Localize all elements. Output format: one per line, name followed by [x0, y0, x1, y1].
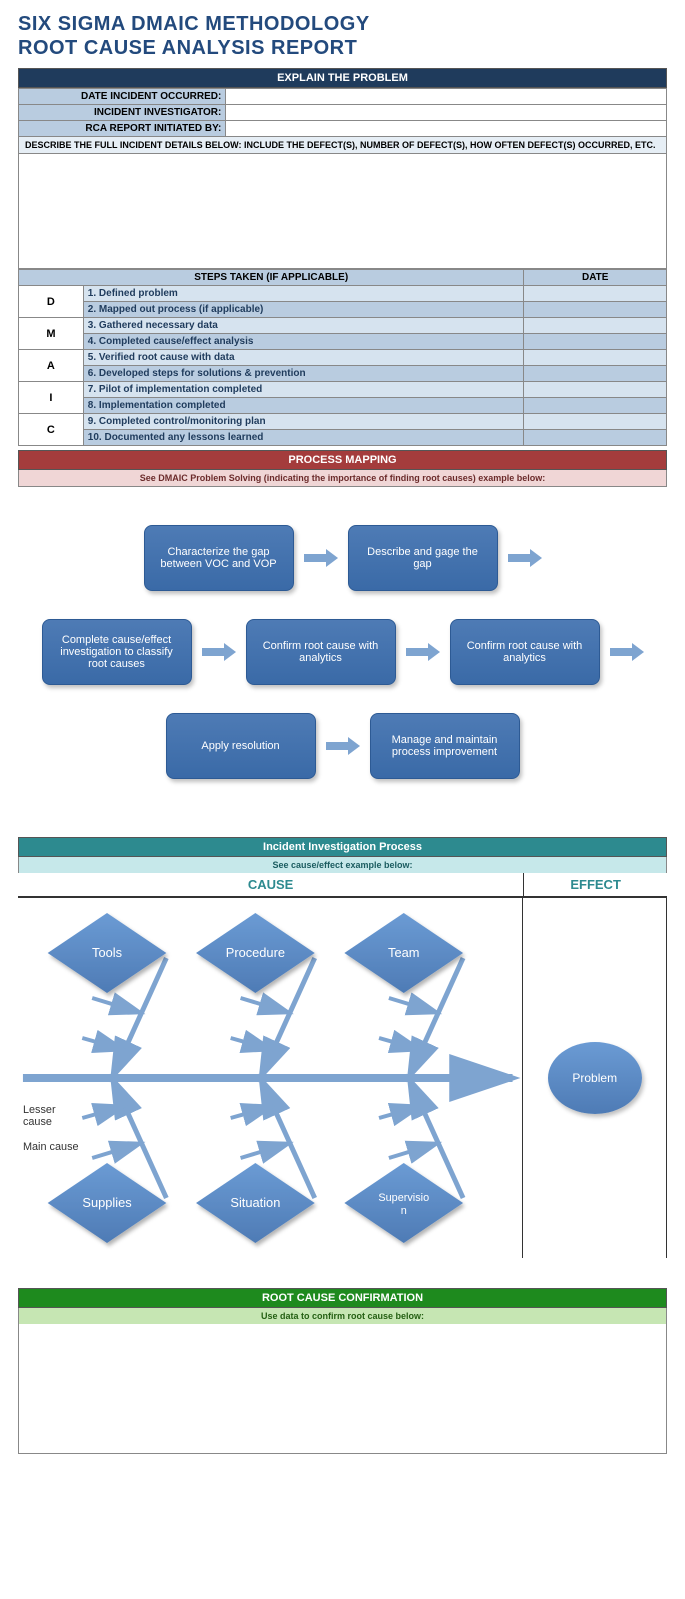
- label-date-incident: DATE INCIDENT OCCURRED:: [19, 89, 226, 105]
- root-sub: Use data to confirm root cause below:: [18, 1308, 667, 1324]
- flow-box-1: Characterize the gap between VOC and VOP: [144, 525, 294, 591]
- svg-text:Procedure: Procedure: [226, 945, 285, 960]
- section-incident: Incident Investigation Process: [18, 837, 667, 857]
- problem-node: Problem: [548, 1042, 642, 1114]
- value-investigator[interactable]: [226, 105, 667, 121]
- step-4-date[interactable]: [524, 334, 667, 350]
- step-7: 7. Pilot of implementation completed: [83, 382, 524, 398]
- value-initiated-by[interactable]: [226, 121, 667, 137]
- svg-text:Main cause: Main cause: [23, 1141, 79, 1153]
- svg-text:Tools: Tools: [92, 945, 122, 960]
- arrow-icon: [610, 643, 644, 661]
- step-9: 9. Completed control/monitoring plan: [83, 414, 524, 430]
- flow-box-4: Confirm root cause with analytics: [246, 619, 396, 685]
- step-7-date[interactable]: [524, 382, 667, 398]
- step-8: 8. Implementation completed: [83, 398, 524, 414]
- step-10: 10. Documented any lessons learned: [83, 430, 524, 446]
- flow-box-5: Confirm root cause with analytics: [450, 619, 600, 685]
- step-2-date[interactable]: [524, 302, 667, 318]
- svg-text:Lesser: Lesser: [23, 1104, 56, 1116]
- value-date-incident[interactable]: [226, 89, 667, 105]
- svg-text:Supervisio: Supervisio: [378, 1192, 429, 1204]
- dmaic-d: D: [19, 286, 84, 318]
- arrow-icon: [406, 643, 440, 661]
- steps-header: STEPS TAKEN (IF APPLICABLE): [19, 270, 524, 286]
- flow-box-6: Apply resolution: [166, 713, 316, 779]
- dmaic-i: I: [19, 382, 84, 414]
- step-6-date[interactable]: [524, 366, 667, 382]
- svg-text:Situation: Situation: [230, 1195, 280, 1210]
- step-1: 1. Defined problem: [83, 286, 524, 302]
- arrow-icon: [202, 643, 236, 661]
- describe-header: DESCRIBE THE FULL INCIDENT DETAILS BELOW…: [19, 137, 667, 154]
- flow-box-7: Manage and maintain process improvement: [370, 713, 520, 779]
- step-10-date[interactable]: [524, 430, 667, 446]
- page-title-1: SIX SIGMA DMAIC METHODOLOGY: [18, 12, 667, 36]
- step-5-date[interactable]: [524, 350, 667, 366]
- page-title-2: ROOT CAUSE ANALYSIS REPORT: [18, 36, 667, 60]
- step-5: 5. Verified root cause with data: [83, 350, 524, 366]
- step-1-date[interactable]: [524, 286, 667, 302]
- flow-diagram: Characterize the gap between VOC and VOP…: [18, 487, 667, 827]
- flow-box-2: Describe and gage the gap: [348, 525, 498, 591]
- dmaic-a: A: [19, 350, 84, 382]
- step-6: 6. Developed steps for solutions & preve…: [83, 366, 524, 382]
- svg-text:cause: cause: [23, 1116, 52, 1128]
- flow-box-3: Complete cause/effect investigation to c…: [42, 619, 192, 685]
- arrow-icon: [508, 549, 542, 567]
- step-9-date[interactable]: [524, 414, 667, 430]
- dmaic-c: C: [19, 414, 84, 446]
- step-4: 4. Completed cause/effect analysis: [83, 334, 524, 350]
- date-header: DATE: [524, 270, 667, 286]
- incident-sub: See cause/effect example below:: [18, 857, 667, 873]
- section-explain: EXPLAIN THE PROBLEM: [18, 68, 667, 88]
- dmaic-m: M: [19, 318, 84, 350]
- label-investigator: INCIDENT INVESTIGATOR:: [19, 105, 226, 121]
- svg-text:Team: Team: [388, 945, 419, 960]
- step-8-date[interactable]: [524, 398, 667, 414]
- arrow-icon: [304, 549, 338, 567]
- steps-table: STEPS TAKEN (IF APPLICABLE) DATE D 1. De…: [18, 269, 667, 446]
- fields-table: DATE INCIDENT OCCURRED: INCIDENT INVESTI…: [18, 88, 667, 269]
- fishbone-diagram: Tools Procedure Team Supplies Situation …: [18, 898, 523, 1258]
- process-sub: See DMAIC Problem Solving (indicating th…: [18, 470, 667, 487]
- arrow-icon: [326, 737, 360, 755]
- section-root: ROOT CAUSE CONFIRMATION: [18, 1288, 667, 1308]
- step-3-date[interactable]: [524, 318, 667, 334]
- section-process: PROCESS MAPPING: [18, 450, 667, 470]
- step-2: 2. Mapped out process (if applicable): [83, 302, 524, 318]
- step-3: 3. Gathered necessary data: [83, 318, 524, 334]
- describe-box[interactable]: [19, 154, 667, 269]
- svg-text:Supplies: Supplies: [82, 1195, 131, 1210]
- cause-header: CAUSE: [18, 873, 524, 896]
- root-cause-box[interactable]: [18, 1324, 667, 1454]
- label-initiated-by: RCA REPORT INITIATED BY:: [19, 121, 226, 137]
- svg-text:n: n: [401, 1205, 407, 1217]
- effect-header: EFFECT: [524, 873, 667, 896]
